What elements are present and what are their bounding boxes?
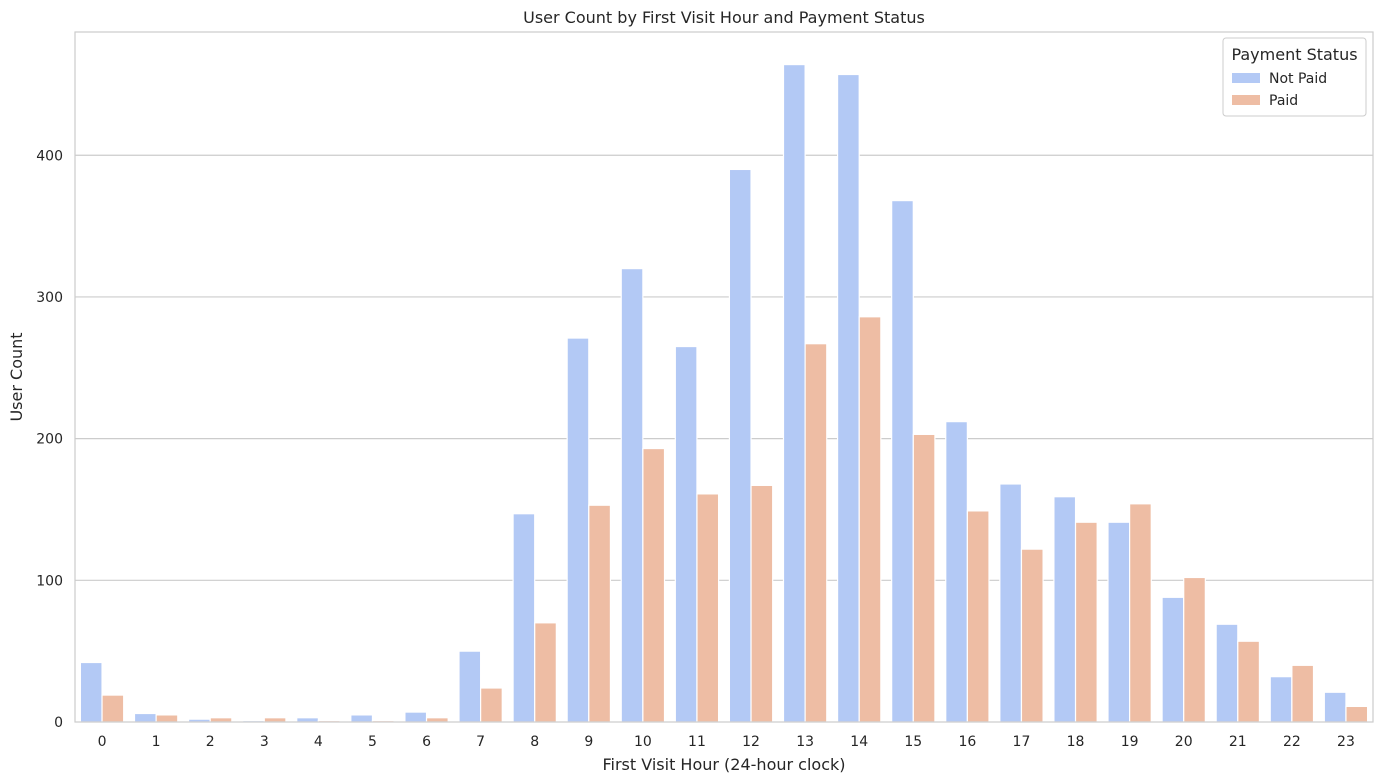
bar-not-paid-hour-4 bbox=[296, 717, 319, 723]
bar-paid-hour-21 bbox=[1237, 640, 1261, 723]
bar-not-paid-hour-7 bbox=[458, 650, 482, 723]
x-tick-label: 12 bbox=[742, 734, 760, 750]
bar-not-paid-hour-8 bbox=[512, 513, 536, 723]
bar-paid-hour-1 bbox=[155, 714, 179, 723]
x-tick-label: 22 bbox=[1283, 734, 1301, 750]
x-tick-label: 20 bbox=[1175, 734, 1193, 750]
legend-label-paid: Paid bbox=[1269, 93, 1298, 109]
x-tick-label: 10 bbox=[634, 734, 652, 750]
bar-paid-hour-22 bbox=[1291, 664, 1315, 723]
legend-label-not-paid: Not Paid bbox=[1269, 71, 1327, 87]
bar-paid-hour-10 bbox=[642, 447, 666, 723]
plot-frame bbox=[74, 31, 1374, 723]
bar-paid-hour-16 bbox=[966, 510, 990, 723]
bar-not-paid-hour-10 bbox=[620, 268, 644, 723]
x-tick-label: 21 bbox=[1229, 734, 1247, 750]
bar-not-paid-hour-15 bbox=[891, 200, 914, 723]
bar-not-paid-hour-12 bbox=[728, 168, 752, 723]
x-tick-label: 11 bbox=[688, 734, 706, 750]
x-tick-label: 13 bbox=[796, 734, 814, 750]
x-tick-label: 5 bbox=[368, 734, 377, 750]
x-tick-label: 15 bbox=[904, 734, 922, 750]
bar-paid-hour-14 bbox=[858, 316, 882, 723]
x-tick-label: 3 bbox=[260, 734, 269, 750]
y-tick-label: 100 bbox=[36, 573, 63, 589]
x-axis-title: First Visit Hour (24-hour clock) bbox=[602, 755, 845, 774]
bar-paid-hour-7 bbox=[480, 687, 503, 723]
bar-paid-hour-9 bbox=[588, 504, 612, 723]
y-tick-label: 200 bbox=[36, 432, 63, 448]
gridlines bbox=[75, 154, 1373, 581]
bar-not-paid-hour-20 bbox=[1161, 596, 1185, 723]
x-tick-label: 23 bbox=[1337, 734, 1355, 750]
x-tick-label: 0 bbox=[98, 734, 107, 750]
bar-paid-hour-0 bbox=[101, 694, 125, 723]
bar-not-paid-hour-6 bbox=[404, 711, 428, 723]
bar-paid-hour-18 bbox=[1074, 521, 1098, 723]
bar-not-paid-hour-9 bbox=[566, 337, 590, 723]
x-tick-label: 16 bbox=[958, 734, 976, 750]
legend-title: Payment Status bbox=[1231, 45, 1357, 64]
legend-swatch-not-paid bbox=[1232, 73, 1260, 83]
bar-not-paid-hour-22 bbox=[1269, 676, 1293, 723]
bar-not-paid-hour-14 bbox=[836, 73, 860, 723]
bar-paid-hour-8 bbox=[534, 622, 557, 723]
x-tick-label: 14 bbox=[850, 734, 868, 750]
bar-not-paid-hour-0 bbox=[79, 661, 103, 723]
x-tick-label: 4 bbox=[314, 734, 323, 750]
bar-not-paid-hour-13 bbox=[782, 63, 806, 723]
bar-paid-hour-3 bbox=[263, 717, 287, 723]
bar-not-paid-hour-23 bbox=[1323, 691, 1347, 723]
bar-not-paid-hour-17 bbox=[999, 483, 1023, 723]
legend: Payment Status Not Paid Paid bbox=[1222, 37, 1367, 117]
x-tick-label: 7 bbox=[476, 734, 485, 750]
bar-paid-hour-19 bbox=[1129, 503, 1152, 723]
bar-not-paid-hour-16 bbox=[945, 421, 968, 723]
bar-not-paid-hour-1 bbox=[133, 712, 157, 723]
x-tick-label: 6 bbox=[422, 734, 431, 750]
bar-paid-hour-6 bbox=[425, 717, 449, 723]
bar-paid-hour-12 bbox=[750, 484, 774, 723]
x-tick-label: 1 bbox=[152, 734, 161, 750]
legend-swatch-paid bbox=[1232, 95, 1260, 105]
bar-not-paid-hour-5 bbox=[350, 714, 374, 723]
bar-not-paid-hour-18 bbox=[1053, 496, 1077, 723]
bar-paid-hour-2 bbox=[209, 717, 233, 723]
x-tick-label: 17 bbox=[1013, 734, 1031, 750]
x-tick-label: 19 bbox=[1121, 734, 1139, 750]
bar-not-paid-hour-19 bbox=[1107, 521, 1131, 723]
x-tick-label: 8 bbox=[530, 734, 539, 750]
y-tick-label: 300 bbox=[36, 290, 63, 306]
y-axis-title: User Count bbox=[7, 332, 26, 421]
x-tick-label: 18 bbox=[1067, 734, 1085, 750]
bar-not-paid-hour-21 bbox=[1215, 623, 1239, 723]
y-tick-label: 0 bbox=[54, 715, 63, 731]
bar-paid-hour-23 bbox=[1345, 705, 1369, 723]
bar-not-paid-hour-11 bbox=[674, 345, 698, 723]
y-tick-labels: 0 100 200 300 400 bbox=[36, 148, 63, 731]
bar-paid-hour-11 bbox=[696, 493, 720, 723]
bars bbox=[79, 63, 1369, 723]
bar-paid-hour-15 bbox=[912, 433, 936, 723]
x-tick-labels: 0 1 2 3 4 5 6 7 8 9 10 11 12 13 14 15 16 17 18 19 20 21 22 23 bbox=[98, 734, 1355, 750]
y-tick-label: 400 bbox=[36, 148, 63, 164]
bar-paid-hour-17 bbox=[1020, 548, 1044, 723]
bar-paid-hour-13 bbox=[804, 343, 828, 723]
x-tick-label: 2 bbox=[206, 734, 215, 750]
bar-paid-hour-20 bbox=[1183, 576, 1206, 723]
x-tick-label: 9 bbox=[584, 734, 593, 750]
chart-title: User Count by First Visit Hour and Payme… bbox=[523, 8, 925, 27]
